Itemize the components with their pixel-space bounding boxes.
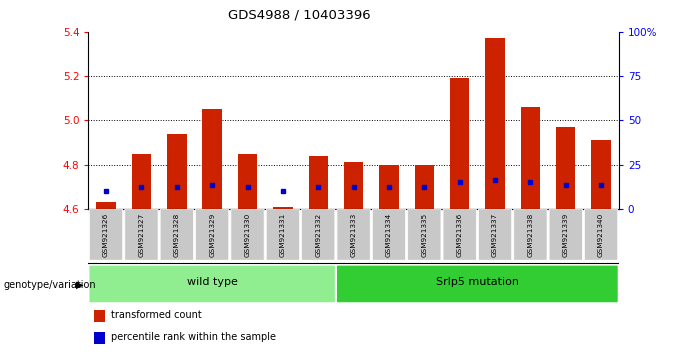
Bar <box>521 107 540 209</box>
Text: wild type: wild type <box>187 277 237 287</box>
FancyBboxPatch shape <box>337 266 617 302</box>
Text: GSM921340: GSM921340 <box>598 212 604 257</box>
FancyBboxPatch shape <box>125 209 158 260</box>
Text: GDS4988 / 10403396: GDS4988 / 10403396 <box>228 9 371 22</box>
Bar <box>97 202 116 209</box>
Text: GSM921337: GSM921337 <box>492 212 498 257</box>
Text: GSM921328: GSM921328 <box>174 212 180 257</box>
Bar <box>344 162 363 209</box>
Text: GSM921329: GSM921329 <box>209 212 215 257</box>
Bar <box>415 165 434 209</box>
Text: GSM921327: GSM921327 <box>139 212 144 257</box>
Bar <box>94 332 105 344</box>
FancyBboxPatch shape <box>549 209 582 260</box>
Text: ▶: ▶ <box>76 280 84 290</box>
FancyBboxPatch shape <box>373 209 405 260</box>
FancyBboxPatch shape <box>90 209 122 260</box>
FancyBboxPatch shape <box>160 209 193 260</box>
Text: GSM921330: GSM921330 <box>245 212 250 257</box>
Text: genotype/variation: genotype/variation <box>3 280 96 290</box>
FancyBboxPatch shape <box>514 209 547 260</box>
Bar <box>486 39 505 209</box>
Text: percentile rank within the sample: percentile rank within the sample <box>111 332 275 342</box>
Bar <box>94 310 105 321</box>
Text: GSM921332: GSM921332 <box>316 212 321 257</box>
FancyBboxPatch shape <box>479 209 511 260</box>
Text: GSM921338: GSM921338 <box>528 212 533 257</box>
Bar <box>238 154 257 209</box>
Text: GSM921333: GSM921333 <box>351 212 356 257</box>
Bar <box>556 127 575 209</box>
Bar <box>167 134 186 209</box>
Text: GSM921335: GSM921335 <box>422 212 427 257</box>
FancyBboxPatch shape <box>443 209 476 260</box>
Text: GSM921339: GSM921339 <box>563 212 568 257</box>
FancyBboxPatch shape <box>302 209 335 260</box>
Text: transformed count: transformed count <box>111 310 201 320</box>
FancyBboxPatch shape <box>231 209 264 260</box>
Bar <box>592 140 611 209</box>
FancyBboxPatch shape <box>585 209 617 260</box>
Bar <box>309 156 328 209</box>
FancyBboxPatch shape <box>90 266 335 302</box>
Text: Srlp5 mutation: Srlp5 mutation <box>436 277 519 287</box>
Bar <box>450 78 469 209</box>
FancyBboxPatch shape <box>196 209 228 260</box>
FancyBboxPatch shape <box>408 209 441 260</box>
Text: GSM921331: GSM921331 <box>280 212 286 257</box>
Text: GSM921334: GSM921334 <box>386 212 392 257</box>
FancyBboxPatch shape <box>337 209 370 260</box>
Bar <box>203 109 222 209</box>
FancyBboxPatch shape <box>267 209 299 260</box>
Text: GSM921326: GSM921326 <box>103 212 109 257</box>
Bar <box>379 165 398 209</box>
Bar <box>273 207 292 209</box>
Bar <box>132 154 151 209</box>
Text: GSM921336: GSM921336 <box>457 212 462 257</box>
